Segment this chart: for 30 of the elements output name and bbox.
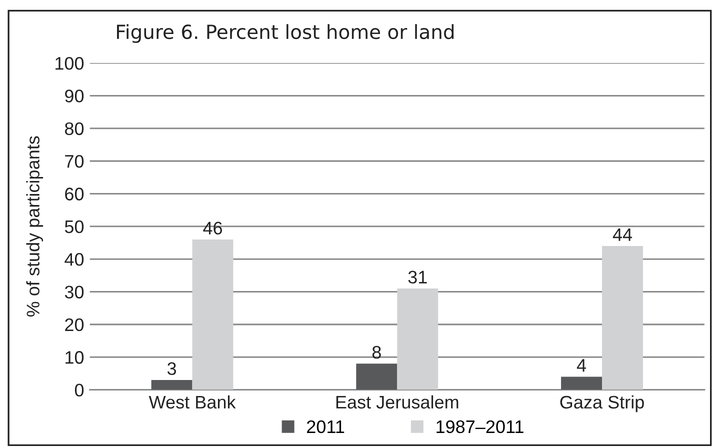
y-tick-label: 20: [65, 318, 84, 332]
y-tick-label: 10: [66, 351, 84, 364]
bar: [192, 239, 234, 390]
y-tick-label: 80: [64, 122, 84, 136]
x-tick-label: Gaza Strip: [560, 395, 644, 412]
bar: [397, 288, 438, 390]
y-tick-label: 30: [64, 286, 84, 298]
y-tick-label: 70: [65, 154, 84, 168]
chart-title: Figure 6. Percent lost home or land: [117, 24, 454, 43]
x-tick-label: East Jerusalem: [336, 395, 458, 409]
y-tick-label: 50: [64, 220, 84, 234]
data-label: 3: [167, 362, 176, 376]
legend-label: 2011: [307, 420, 344, 434]
data-label: 4: [576, 359, 586, 372]
data-label: 8: [372, 346, 381, 359]
bar: [602, 246, 643, 390]
data-label: 31: [408, 270, 427, 284]
data-label: 46: [203, 222, 222, 235]
y-tick-label: 90: [65, 90, 84, 102]
bar: [356, 364, 398, 390]
y-axis-title: % of study participants: [26, 136, 44, 317]
data-label: 44: [612, 228, 632, 241]
bar: [151, 380, 192, 390]
y-tick-label: 60: [65, 188, 84, 200]
y-tick-label: 100: [56, 56, 84, 70]
y-tick-label: 0: [74, 384, 84, 397]
x-tick-label: West Bank: [148, 395, 236, 409]
legend-label: 1987–2011: [436, 420, 524, 434]
y-tick-label: 40: [64, 253, 84, 266]
bar: [561, 376, 602, 390]
